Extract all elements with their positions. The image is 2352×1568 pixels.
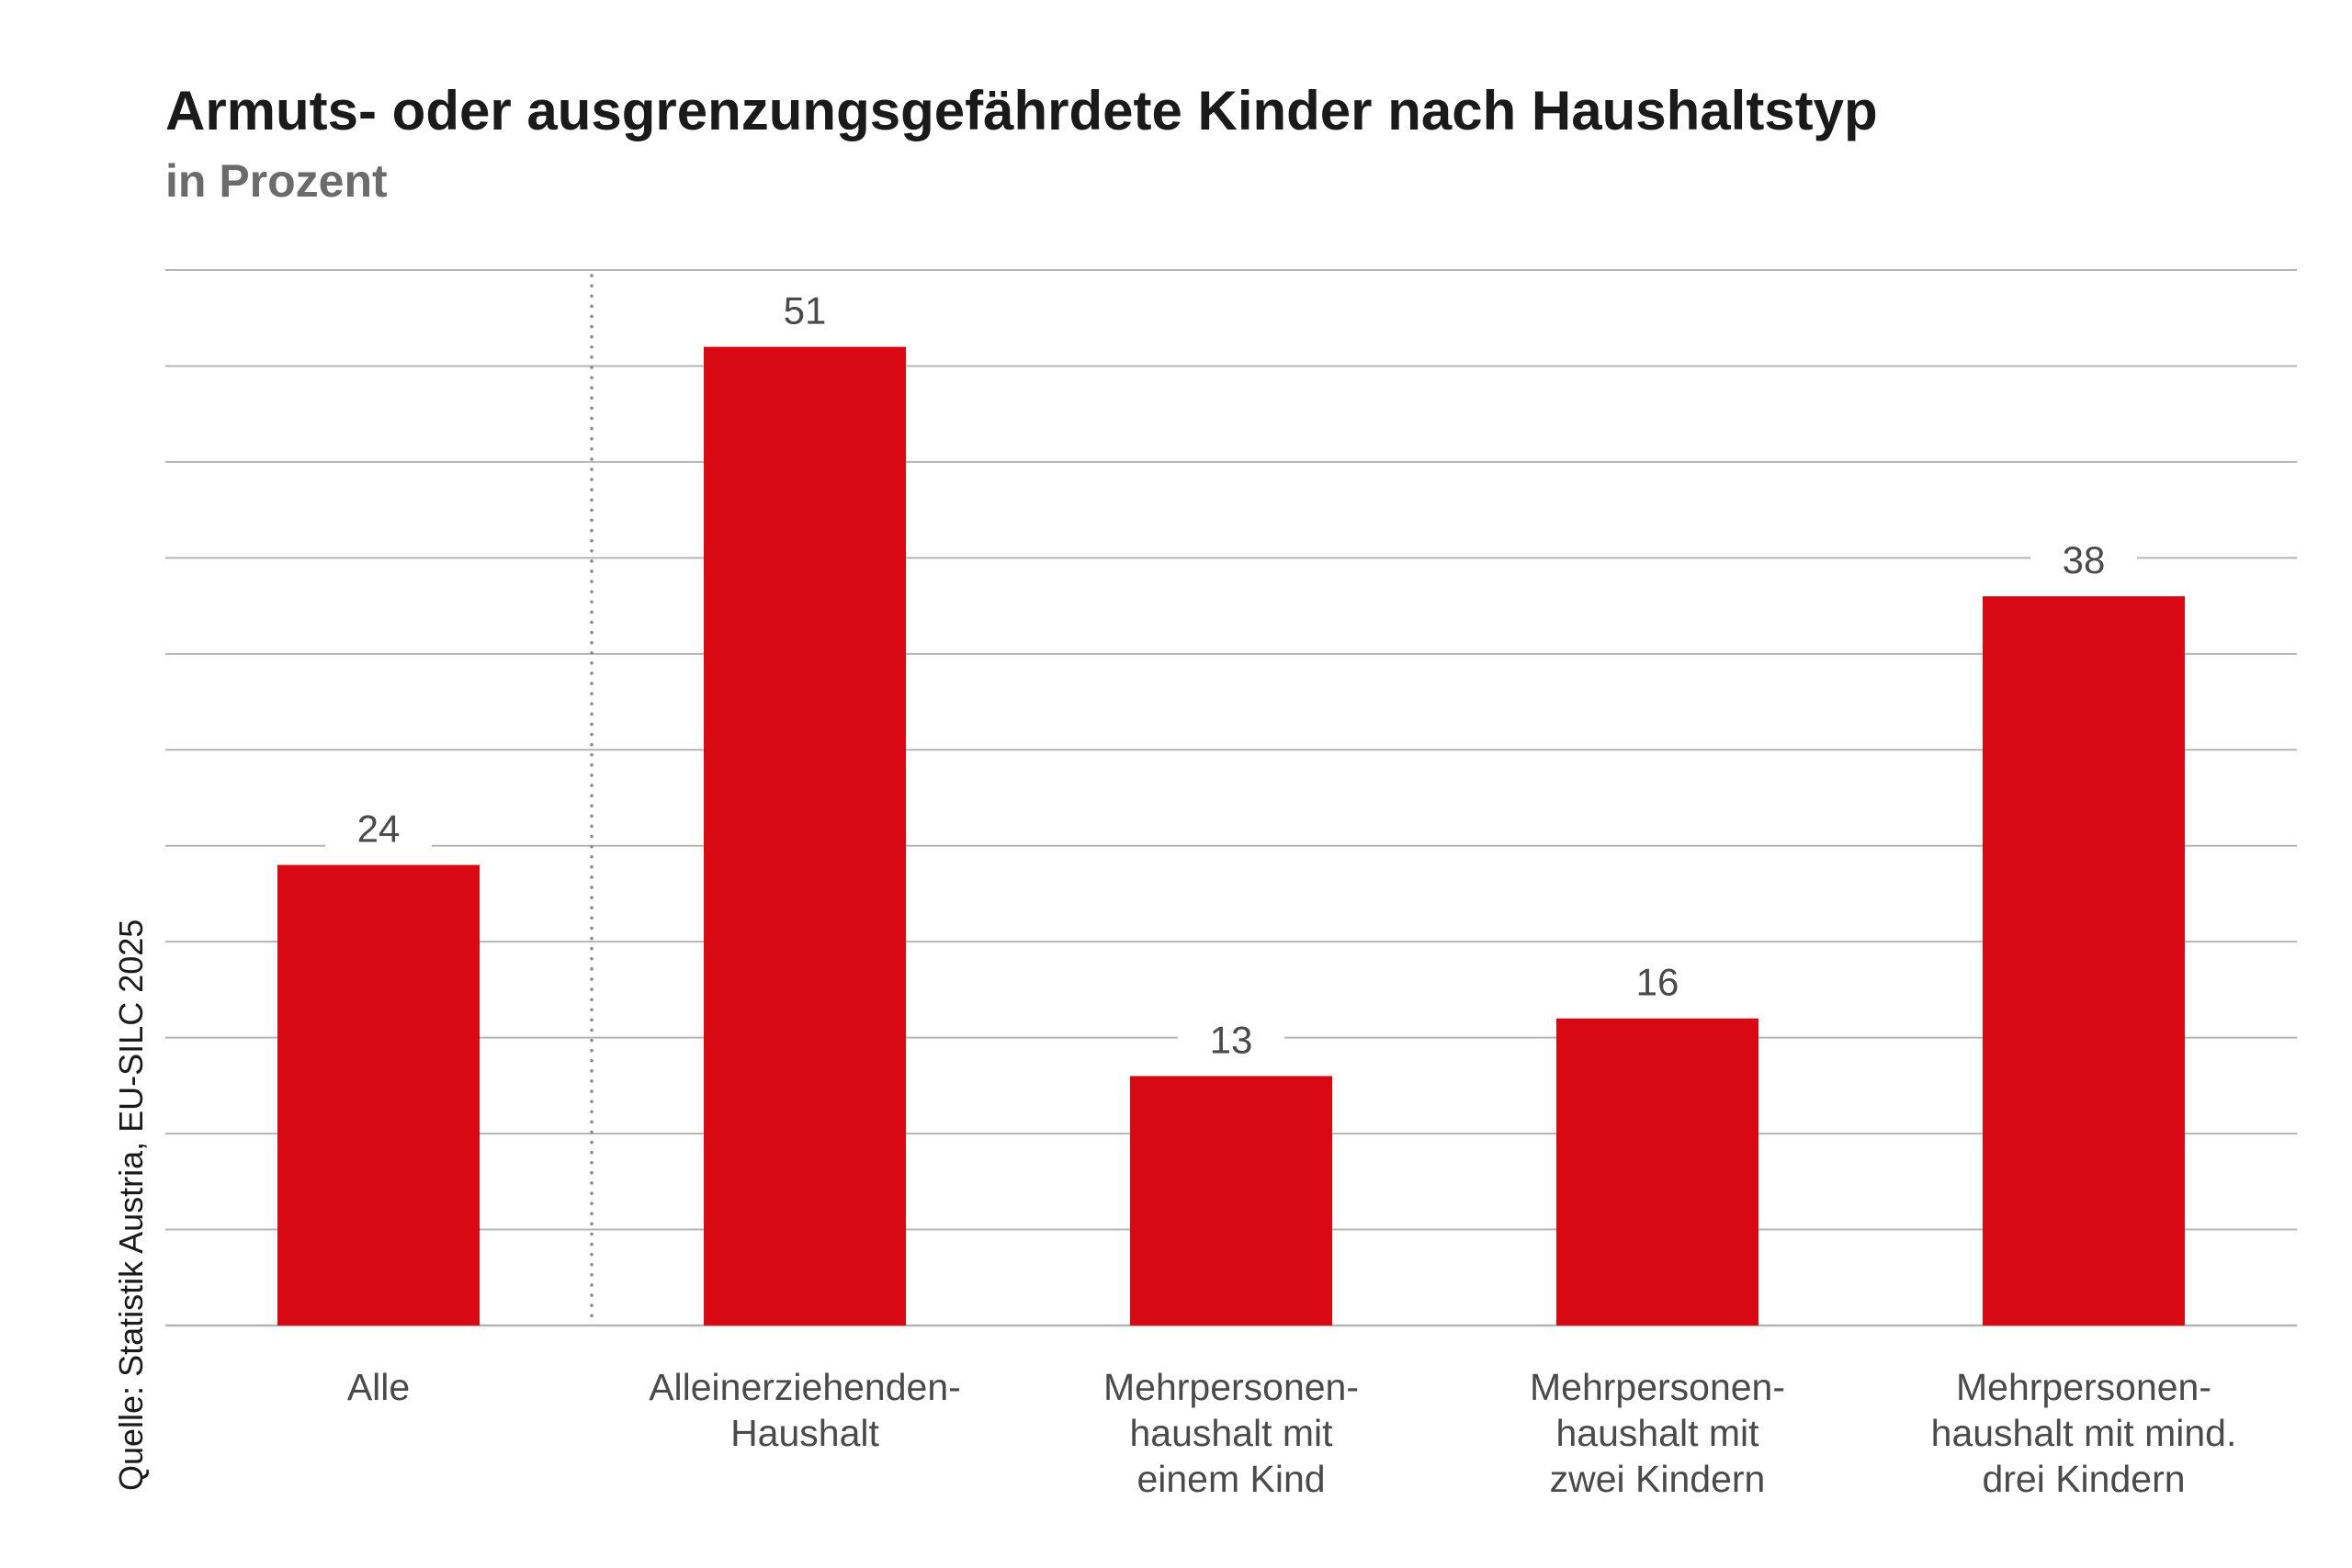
gridlines <box>165 269 2297 1327</box>
category-label-line: einem Kind <box>1136 1458 1325 1500</box>
category-label-line: haushalt mit <box>1129 1412 1333 1454</box>
category-label: Mehrpersonen-haushalt mit zwei Kindern <box>1530 1366 1785 1500</box>
category-label-line: drei Kindern <box>1982 1458 2185 1500</box>
value-label-bg <box>1604 955 1711 1010</box>
category-label-line: Mehrpersonen- <box>1103 1366 1359 1408</box>
value-label: 24 <box>357 807 401 851</box>
category-label: Alle <box>347 1366 410 1408</box>
value-labels: 24 51 13 16 38 <box>325 284 2137 1067</box>
bar <box>1556 1018 1758 1325</box>
value-label-bg <box>325 802 432 856</box>
bar <box>1983 596 2185 1325</box>
value-label: 16 <box>1636 961 1679 1004</box>
category-label-line: haushalt mit <box>1555 1412 1759 1454</box>
bar <box>1130 1076 1332 1325</box>
category-label-line: Mehrpersonen- <box>1530 1366 1785 1408</box>
category-label: Alleinerziehenden-Haushalt <box>649 1366 961 1454</box>
category-label-line: haushalt mit mind. <box>1931 1412 2237 1454</box>
bar <box>704 346 906 1326</box>
bars <box>277 346 2185 1326</box>
category-labels: Alle Alleinerziehenden-Haushalt Mehrperson… <box>347 1366 2237 1500</box>
category-label-line: Alleinerziehenden- <box>649 1366 961 1408</box>
value-label: 38 <box>2063 538 2106 581</box>
chart-title: Armuts- oder ausgrenzungsgefährdete Kind… <box>165 80 1878 141</box>
category-label-line: Alle <box>347 1366 410 1408</box>
category-label: Mehrpersonen-haushalt mit einem Kind <box>1103 1366 1359 1500</box>
value-label: 51 <box>784 289 827 333</box>
value-label: 13 <box>1210 1018 1253 1061</box>
category-label-line: Mehrpersonen- <box>1956 1366 2211 1408</box>
category-label-line: Haushalt <box>730 1412 879 1454</box>
value-label-bg <box>752 284 858 338</box>
value-label-bg <box>1178 1013 1284 1067</box>
value-label-bg <box>2030 534 2137 588</box>
chart-subtitle: in Prozent <box>165 155 388 207</box>
bar <box>277 864 480 1325</box>
category-label-line: zwei Kindern <box>1550 1458 1766 1500</box>
category-label: Mehrpersonen-haushalt mit mind. drei Kind… <box>1931 1366 2237 1500</box>
